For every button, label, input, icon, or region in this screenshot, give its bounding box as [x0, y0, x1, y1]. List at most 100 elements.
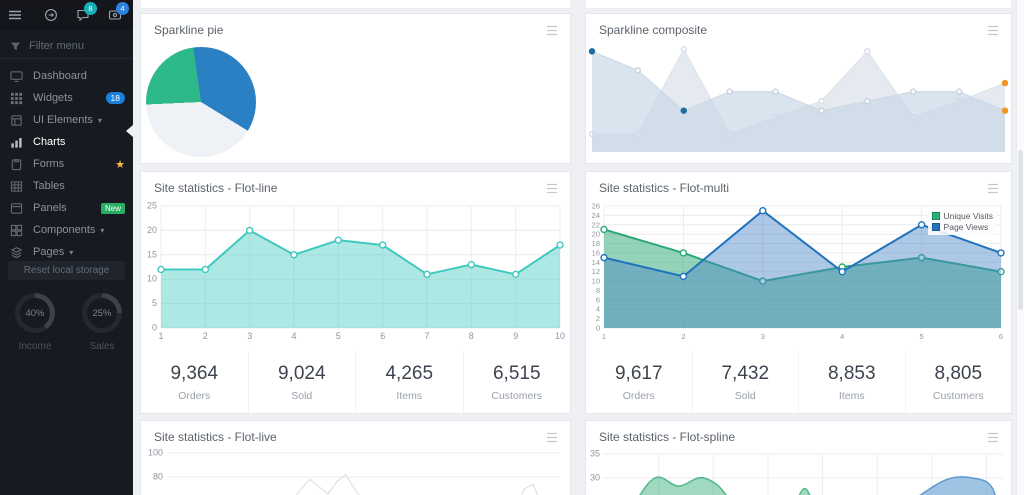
stat-label: Items: [838, 390, 865, 402]
svg-text:10: 10: [147, 274, 157, 284]
svg-text:24: 24: [592, 211, 600, 220]
stat-label: Customers: [491, 390, 543, 402]
main-content: Sparkline pie Sparkline composite Site s…: [133, 0, 1024, 495]
svg-text:0: 0: [596, 324, 600, 333]
stats-row: 9,617 Orders 7,432 Sold 8,853 Items 8,80…: [586, 350, 1011, 413]
flot-live-chart[interactable]: 100806040200: [145, 447, 566, 495]
svg-text:10: 10: [555, 331, 565, 341]
filter-menu-field[interactable]: [0, 34, 133, 59]
stat-value: 8,805: [934, 363, 983, 384]
composite-area-chart[interactable]: [588, 42, 1009, 154]
filter-menu-input[interactable]: [29, 40, 119, 52]
panel-title: Site statistics - Flot-line: [154, 181, 278, 195]
stat-sold: 9,024 Sold: [247, 350, 356, 413]
inbox-badge: 4: [116, 2, 129, 15]
income-gauge: 40% Income: [15, 293, 55, 352]
stat-value: 9,024: [277, 363, 326, 384]
svg-text:3: 3: [761, 332, 765, 341]
funnel-icon: [10, 42, 21, 50]
sidebar-item-label: Components: [33, 224, 96, 236]
stat-label: Sold: [734, 390, 756, 402]
reset-local-storage-button[interactable]: Reset local storage: [8, 261, 125, 280]
svg-text:5: 5: [152, 298, 157, 308]
chat-badge: 8: [84, 2, 97, 15]
panel-title: Sparkline composite: [599, 23, 708, 37]
panel-title: Site statistics - Flot-multi: [599, 181, 730, 195]
flot-spline-chart[interactable]: 35302520: [588, 447, 1009, 495]
sidebar-item-label: Pages: [33, 246, 65, 258]
sidebar-item-label: Dashboard: [33, 70, 87, 82]
window-icon: [10, 202, 23, 215]
svg-text:16: 16: [592, 248, 600, 257]
sidebar-item-tables[interactable]: Tables: [0, 175, 133, 197]
chat-icon[interactable]: 8: [76, 2, 97, 22]
svg-text:2: 2: [681, 332, 685, 341]
svg-text:80: 80: [153, 472, 163, 482]
hamburger-menu-icon[interactable]: [8, 8, 22, 22]
vertical-scrollbar[interactable]: [1016, 0, 1024, 495]
sidebar-item-dashboard[interactable]: Dashboard: [0, 65, 133, 87]
legend-item-page-views: Page Views: [931, 222, 993, 232]
panel-menu-icon[interactable]: [987, 432, 999, 443]
svg-text:20: 20: [592, 230, 600, 239]
sidebar-item-components[interactable]: Components ▾: [0, 219, 133, 241]
svg-text:12: 12: [592, 267, 600, 276]
gauge-hole: [20, 298, 50, 328]
panel-title: Site statistics - Flot-live: [154, 430, 277, 444]
stat-label: Orders: [622, 390, 655, 402]
panel-flot-spline: Site statistics - Flot-spline 35302520: [586, 421, 1011, 495]
panel-edge-strip: [586, 0, 1011, 8]
stat-sold: 7,432 Sold: [691, 350, 799, 413]
panel-sparkline-pie: Sparkline pie: [141, 14, 570, 163]
panel-sparkline-composite: Sparkline composite: [586, 14, 1011, 163]
panel-header: Site statistics - Flot-live: [141, 421, 570, 449]
income-gauge-ring: 40%: [15, 293, 55, 333]
stat-customers: 8,805 Customers: [904, 350, 1012, 413]
svg-text:25: 25: [147, 201, 157, 211]
compass-arrow-icon[interactable]: [44, 8, 58, 22]
panel-edge-strip: [141, 0, 570, 8]
svg-text:2: 2: [203, 331, 208, 341]
svg-text:2: 2: [596, 314, 600, 323]
sidebar-item-panels[interactable]: Panels New: [0, 197, 133, 219]
svg-text:14: 14: [592, 258, 600, 267]
sidebar-item-label: Tables: [33, 180, 65, 192]
panel-menu-icon[interactable]: [546, 183, 558, 194]
sidebar-item-widgets[interactable]: Widgets 18: [0, 87, 133, 109]
panel-menu-icon[interactable]: [987, 183, 999, 194]
chevron-down-icon: ▾: [97, 115, 102, 125]
sidebar-item-charts[interactable]: Charts: [0, 131, 133, 153]
sidebar-item-ui-elements[interactable]: UI Elements ▾: [0, 109, 133, 131]
sidebar-item-label: Panels: [33, 202, 67, 214]
cube-icon: [10, 114, 23, 127]
panel-header: Site statistics - Flot-spline: [586, 421, 1011, 449]
svg-text:26: 26: [592, 202, 600, 211]
stat-value: 8,853: [827, 363, 876, 384]
income-gauge-value: 40%: [25, 307, 45, 319]
stat-value: 9,617: [614, 363, 663, 384]
pie-chart[interactable]: [146, 47, 256, 157]
scrollbar-thumb[interactable]: [1018, 150, 1023, 310]
svg-text:6: 6: [380, 331, 385, 341]
monitor-icon: [10, 70, 23, 83]
flot-line-chart[interactable]: 1 2 3 4 5 6 7 8 9 10 0 5 10 15 20 25: [145, 198, 566, 348]
panel-header: Sparkline composite: [586, 14, 1011, 42]
widgets-count-badge: 18: [105, 92, 125, 104]
stat-value: 4,265: [385, 363, 434, 384]
panel-menu-icon[interactable]: [546, 25, 558, 36]
panel-menu-icon[interactable]: [987, 25, 999, 36]
sidebar-item-pages[interactable]: Pages ▾: [0, 241, 133, 263]
sidebar-item-forms[interactable]: Forms ★: [0, 153, 133, 175]
panel-menu-icon[interactable]: [546, 432, 558, 443]
inbox-icon[interactable]: 4: [108, 2, 129, 22]
sales-gauge-ring: 25%: [82, 293, 122, 333]
active-item-notch: [126, 125, 133, 137]
svg-text:6: 6: [596, 295, 600, 304]
svg-text:6: 6: [999, 332, 1003, 341]
svg-text:8: 8: [469, 331, 474, 341]
svg-text:4: 4: [596, 305, 600, 314]
chevron-down-icon: ▾: [69, 247, 74, 257]
sidebar-item-label: Forms: [33, 158, 65, 170]
svg-text:30: 30: [590, 473, 600, 483]
